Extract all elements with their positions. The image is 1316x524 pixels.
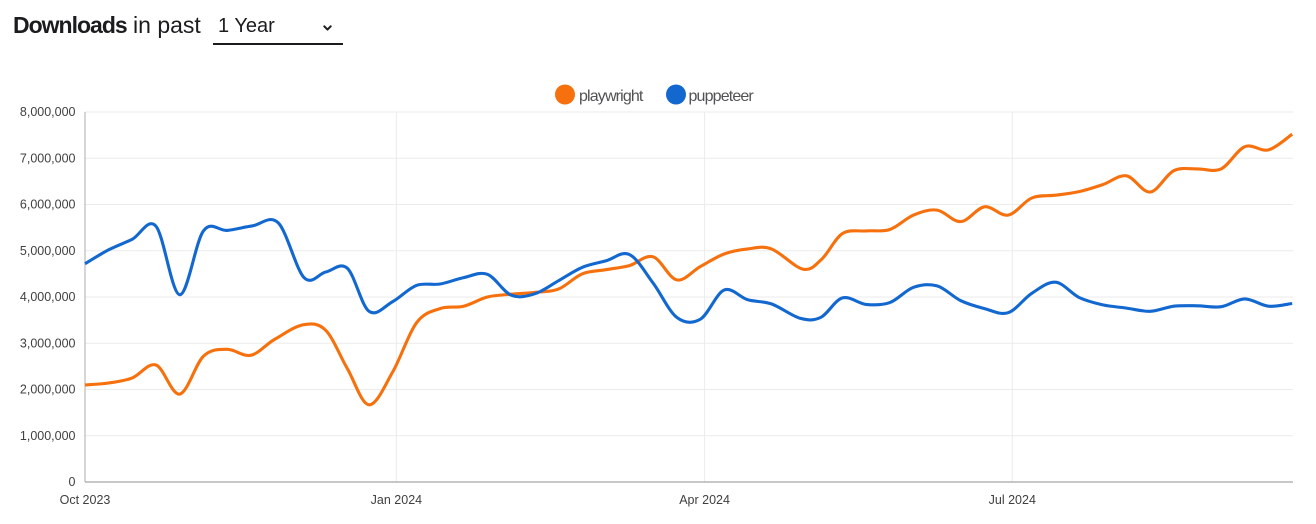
svg-text:8,000,000: 8,000,000 [20,105,76,119]
svg-text:7,000,000: 7,000,000 [20,151,76,165]
svg-text:puppeteer: puppeteer [689,88,755,105]
svg-text:4,000,000: 4,000,000 [20,290,76,304]
svg-text:1,000,000: 1,000,000 [20,429,76,443]
svg-text:2,000,000: 2,000,000 [20,383,76,397]
svg-text:playwright: playwright [579,88,644,105]
svg-text:Jul 2024: Jul 2024 [989,493,1036,507]
svg-text:Oct 2023: Oct 2023 [60,493,111,507]
svg-text:0: 0 [69,475,76,489]
svg-text:3,000,000: 3,000,000 [20,336,76,350]
svg-text:5,000,000: 5,000,000 [20,244,76,258]
svg-text:Jan 2024: Jan 2024 [371,493,422,507]
svg-text:6,000,000: 6,000,000 [20,198,76,212]
svg-text:Apr 2024: Apr 2024 [679,493,730,507]
